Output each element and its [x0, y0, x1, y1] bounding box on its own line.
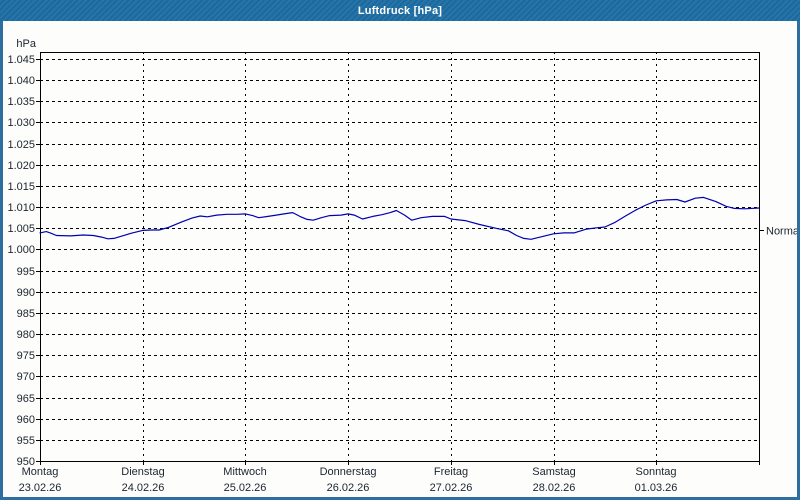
y-tick-label: 975	[17, 350, 35, 362]
y-tick-label: 1.010	[7, 202, 35, 214]
window-border-right	[797, 21, 800, 500]
y-tick-label: 995	[17, 266, 35, 278]
y-tick-label: 1.015	[7, 181, 35, 193]
y-tick-label: 985	[17, 308, 35, 320]
day-name-label: Mittwoch	[223, 466, 266, 478]
y-tick-label: 990	[17, 287, 35, 299]
day-name-label: Sonntag	[636, 466, 677, 478]
day-name-label: Freitag	[434, 466, 468, 478]
y-tick-label: 950	[17, 456, 35, 468]
normal-pressure-marker: Normal	[759, 226, 800, 238]
day-date-label: 26.02.26	[327, 482, 370, 494]
y-axis-unit-label: hPa	[16, 38, 36, 50]
day-name-label: Samstag	[532, 466, 575, 478]
day-date-label: 24.02.26	[122, 482, 165, 494]
day-name-label: Donnerstag	[320, 466, 377, 478]
day-date-label: 23.02.26	[19, 482, 62, 494]
pressure-data-line	[39, 196, 760, 240]
day-name-label: Montag	[22, 466, 59, 478]
window-border-left	[0, 21, 3, 500]
y-tick-label: 970	[17, 371, 35, 383]
y-tick-labels: 1.045 1.040 1.035 1.030 1.025 1.020 1.015 1.010…	[7, 38, 36, 468]
day-date-label: 25.02.26	[224, 482, 267, 494]
y-tick-label: 1.040	[7, 75, 35, 87]
y-tick-label: 960	[17, 414, 35, 426]
y-gridlines	[40, 59, 759, 441]
y-tick-label: 1.030	[7, 117, 35, 129]
y-tick-label: 1.045	[7, 54, 35, 66]
day-date-label: 28.02.26	[533, 482, 576, 494]
x-gridlines	[143, 52, 657, 461]
normal-marker-label: Normal	[766, 226, 800, 238]
plot-border	[40, 52, 760, 462]
day-date-label: 27.02.26	[430, 482, 473, 494]
title-bar: Luftdruck [hPa]	[0, 0, 800, 21]
day-name-label: Dienstag	[121, 466, 164, 478]
axis-ticks	[36, 59, 760, 465]
window-title: Luftdruck [hPa]	[357, 4, 443, 17]
y-tick-label: 1.035	[7, 96, 35, 108]
y-tick-label: 1.025	[7, 139, 35, 151]
window-border-bottom	[0, 497, 800, 500]
y-tick-label: 1.020	[7, 160, 35, 172]
x-day-labels: Montag 23.02.26 Dienstag 24.02.26 Mittwoch 25…	[19, 466, 678, 494]
y-tick-label: 955	[17, 435, 35, 447]
y-tick-label: 1.000	[7, 244, 35, 256]
y-tick-label: 965	[17, 393, 35, 405]
y-tick-label: 980	[17, 329, 35, 341]
day-date-label: 01.03.26	[635, 482, 678, 494]
y-tick-label: 1.005	[7, 223, 35, 235]
